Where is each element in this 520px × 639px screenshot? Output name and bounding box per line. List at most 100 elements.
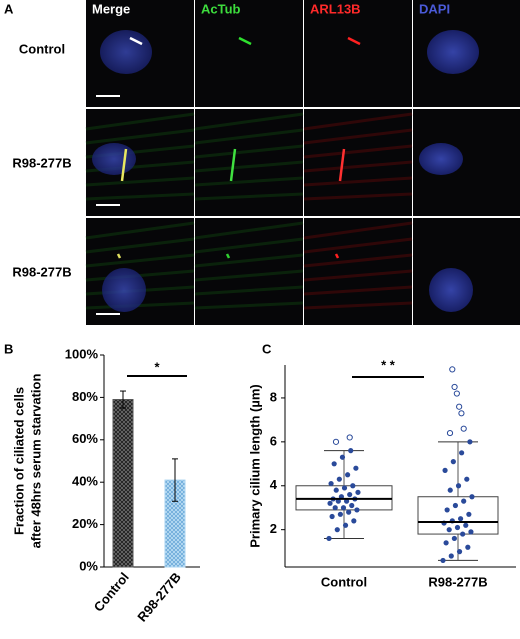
x-tick-label: Control (321, 574, 367, 589)
data-point (459, 450, 465, 456)
data-point (326, 535, 332, 542)
outlier (460, 425, 467, 432)
fiber (85, 112, 195, 131)
data-point (339, 454, 346, 460)
cilium (129, 36, 143, 46)
cilium (229, 148, 237, 182)
y-tick-label: 60% (72, 431, 98, 446)
nucleus (100, 30, 152, 74)
fiber (303, 221, 413, 240)
significance-mark: * * (381, 357, 396, 372)
outlier (446, 429, 454, 437)
cilium (338, 148, 346, 182)
nucleus (427, 30, 479, 74)
data-point (327, 500, 333, 506)
data-point (466, 511, 472, 517)
fiber (303, 160, 413, 173)
data-point (455, 483, 462, 489)
column-header: Merge (92, 1, 130, 16)
y-tick-label: 2 (270, 521, 277, 536)
outlier (346, 434, 353, 441)
data-point (353, 465, 359, 471)
y-axis-label: Primary cilium length (µm) (247, 384, 262, 548)
fiber (194, 269, 304, 282)
row-label: R98-277B (12, 155, 71, 170)
fiber (194, 112, 304, 131)
data-point (457, 516, 464, 522)
panel-label: C (262, 341, 272, 356)
data-point (341, 485, 348, 491)
data-point (460, 531, 466, 537)
panel-label: A (4, 1, 14, 16)
box (417, 496, 499, 535)
fiber (303, 285, 413, 296)
outlier (451, 383, 458, 391)
nucleus (429, 268, 473, 312)
data-point (336, 476, 342, 482)
data-point (452, 502, 459, 509)
data-point (350, 483, 356, 489)
y-tick-label: 6 (270, 433, 277, 448)
micrograph (413, 218, 520, 325)
data-point (443, 540, 449, 546)
fiber (303, 192, 413, 201)
fiber (303, 301, 413, 310)
x-tick-label: Control (91, 569, 132, 614)
fiber (303, 237, 413, 254)
fiber (194, 160, 304, 173)
x-tick-label: R98-277B (428, 574, 487, 589)
data-point (444, 507, 450, 513)
data-point (442, 467, 448, 473)
outlier (453, 390, 460, 397)
cilium (225, 253, 231, 259)
data-point (345, 472, 351, 478)
y-tick-label: 100% (65, 346, 99, 361)
cilium (116, 253, 122, 259)
data-point (347, 491, 353, 498)
data-point (463, 522, 469, 528)
fiber (194, 176, 304, 187)
data-point (461, 498, 467, 504)
fiber (85, 301, 195, 310)
fiber (85, 176, 195, 187)
outlier (449, 366, 456, 373)
fiber (85, 128, 195, 145)
fiber (303, 176, 413, 187)
data-point (331, 461, 337, 467)
data-point (447, 487, 453, 493)
outlier (332, 438, 340, 445)
y-tick-label: 0% (79, 558, 98, 573)
fiber (194, 301, 304, 310)
data-point (351, 518, 357, 524)
fiber (194, 192, 304, 201)
data-point (333, 487, 339, 493)
row-label: Control (19, 41, 65, 56)
outlier (458, 410, 465, 417)
significance-mark: * (154, 359, 160, 374)
column-header: ARL13B (310, 1, 361, 16)
nucleus (92, 143, 136, 175)
fiber (303, 112, 413, 131)
data-point (467, 439, 473, 445)
fiber (85, 253, 195, 268)
micrograph (304, 0, 412, 107)
data-point (329, 513, 335, 520)
cilium (334, 253, 340, 259)
fiber (303, 128, 413, 145)
nucleus (102, 268, 146, 312)
y-tick-label: 20% (72, 516, 98, 531)
fiber (194, 221, 304, 240)
data-point (355, 489, 361, 495)
data-point (340, 505, 347, 511)
data-point (328, 480, 334, 487)
data-point (454, 524, 461, 531)
fiber (194, 128, 304, 145)
y-tick-label: 40% (72, 474, 98, 489)
y-tick-label: 80% (72, 389, 98, 404)
data-point (451, 535, 457, 542)
fiber (194, 253, 304, 268)
fiber (85, 221, 195, 240)
micrograph (195, 0, 303, 107)
fiber (194, 237, 304, 254)
outlier (456, 403, 463, 410)
